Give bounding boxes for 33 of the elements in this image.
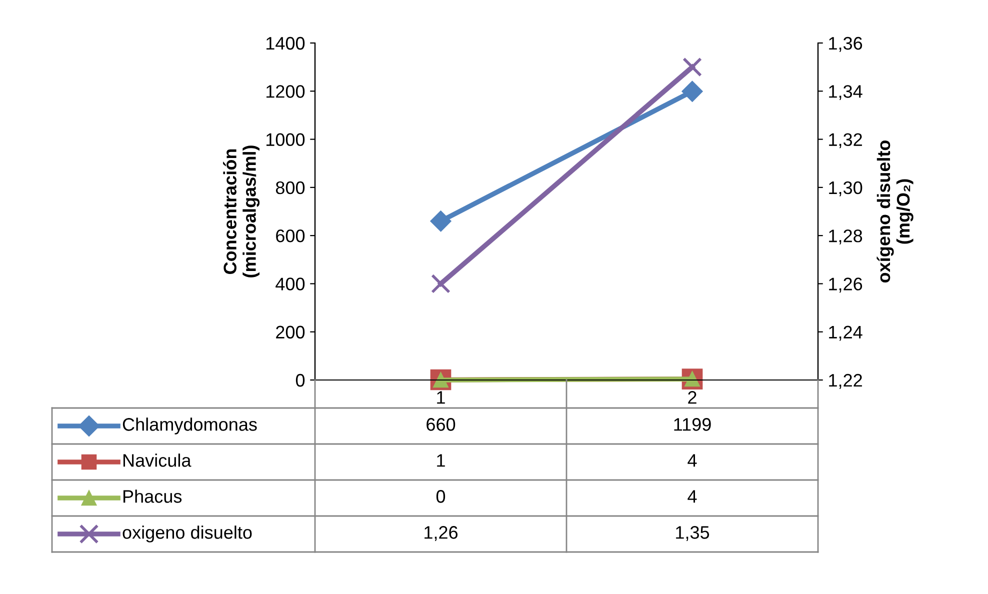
legend-label: oxigeno disuelto: [122, 526, 252, 542]
y2-tick-label: 1,28: [829, 230, 862, 244]
x-tick-label: 2: [688, 391, 696, 404]
data-label: 4: [688, 490, 697, 503]
y-tick-label: 800: [276, 181, 305, 194]
data-label: 0: [436, 490, 446, 503]
y2-axis-title: oxígeno disuelto (mg/O₂): [876, 140, 914, 283]
y2-tick-label: 1,32: [829, 133, 862, 148]
data-label: 660: [426, 418, 456, 431]
data-label: 4: [688, 454, 697, 467]
y-tick-label: 600: [276, 230, 305, 242]
legend-label: Chlamydomonas: [122, 418, 257, 434]
point: [430, 210, 452, 232]
y2-tick-label: 1,24: [829, 326, 862, 341]
y2-tick-label: 1,36: [829, 36, 862, 52]
data-label: 1,26: [424, 526, 458, 541]
point: [682, 80, 703, 102]
y2-tick-label: 1,22: [829, 374, 862, 389]
y-tick-label: 1200: [266, 85, 305, 98]
y-tick-label: 1400: [266, 36, 305, 50]
y-tick-label: 1000: [266, 133, 305, 146]
y-tick-label: 400: [276, 278, 305, 290]
y2-tick-label: 1,26: [829, 278, 862, 293]
y-tick-label: 200: [276, 326, 305, 339]
data-label: 1: [437, 454, 445, 467]
data-label: 1,35: [676, 526, 710, 541]
y2-tick-label: 1,34: [829, 85, 862, 100]
legend-label: Navicula: [123, 454, 192, 467]
y-tick-label: 0: [296, 374, 305, 387]
legend-label: Phacus: [123, 490, 182, 503]
y-axis-title: Concentración (microalgas/ml): [223, 146, 260, 278]
data-label: 1199: [674, 418, 711, 431]
y2-tick-label: 1,30: [829, 181, 862, 196]
